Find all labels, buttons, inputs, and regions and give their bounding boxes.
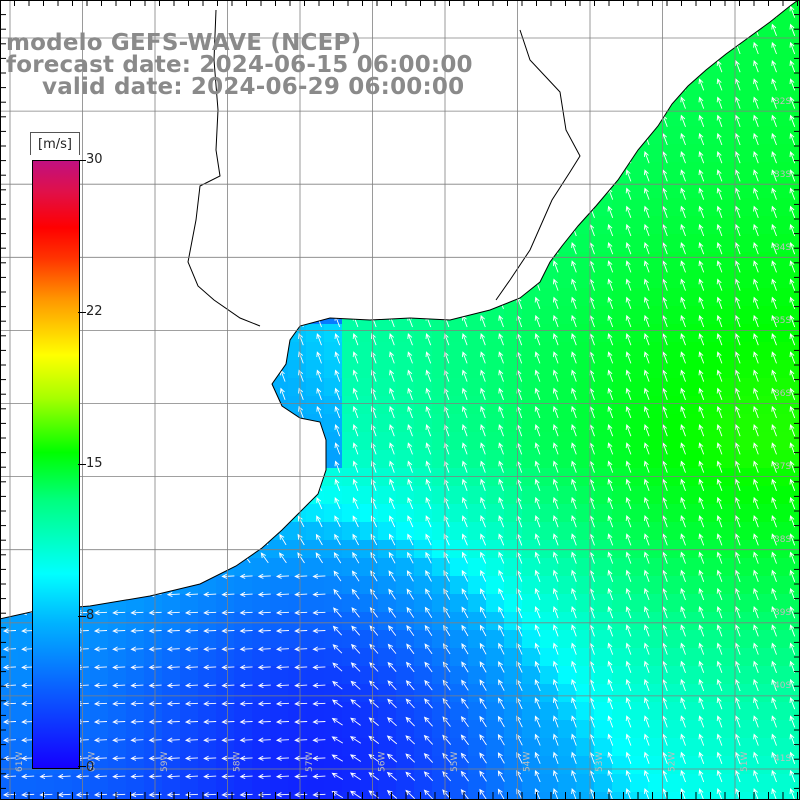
- colorbar-unit: [m/s]: [30, 132, 80, 155]
- forecast-date: forecast date: 2024-06-15 06:00:00: [6, 52, 473, 78]
- colorbar-tick-mark: [78, 312, 86, 313]
- lon-label: 56W: [378, 752, 388, 772]
- colorbar-tick-mark: [78, 464, 86, 465]
- lat-label: 38S: [774, 535, 791, 545]
- colorbar-tick-0: 0: [86, 760, 95, 775]
- lat-label: 32S: [774, 97, 791, 107]
- colorbar-tick-22: 22: [86, 304, 103, 319]
- valid-date: valid date: 2024-06-29 06:00:00: [42, 74, 465, 100]
- lon-label: 52W: [668, 752, 678, 772]
- colorbar-tick-mark: [78, 160, 86, 161]
- lon-label: 51W: [740, 752, 750, 772]
- lat-label: 35S: [774, 316, 791, 326]
- lat-label: 41S: [774, 754, 791, 764]
- colorbar: [32, 160, 80, 769]
- lon-label: 61W: [15, 752, 25, 772]
- colorbar-tick-mark: [78, 766, 86, 767]
- coastline: [0, 0, 800, 620]
- land-mass: [0, 0, 800, 620]
- lat-label: 36S: [774, 389, 791, 399]
- lat-label: 39S: [774, 608, 791, 618]
- colorbar-tick-8: 8: [86, 608, 95, 623]
- lon-label: 54W: [523, 752, 533, 772]
- lon-label: 55W: [450, 752, 460, 772]
- country-border: [495, 29, 581, 301]
- lon-label: 60W: [88, 752, 98, 772]
- colorbar-tick-mark: [78, 616, 86, 617]
- lat-label: 37S: [774, 462, 791, 472]
- lon-label: 57W: [305, 752, 315, 772]
- country-border: [187, 9, 261, 327]
- colorbar-tick-15: 15: [86, 456, 103, 471]
- lon-label: 58W: [233, 752, 243, 772]
- lon-label: 59W: [160, 752, 170, 772]
- lat-label: 33S: [774, 170, 791, 180]
- colorbar-tick-30: 30: [86, 152, 103, 167]
- lat-label: 34S: [774, 243, 791, 253]
- lon-label: 53W: [595, 752, 605, 772]
- model-title: modelo GEFS-WAVE (NCEP): [6, 30, 362, 56]
- lat-label: 40S: [774, 681, 791, 691]
